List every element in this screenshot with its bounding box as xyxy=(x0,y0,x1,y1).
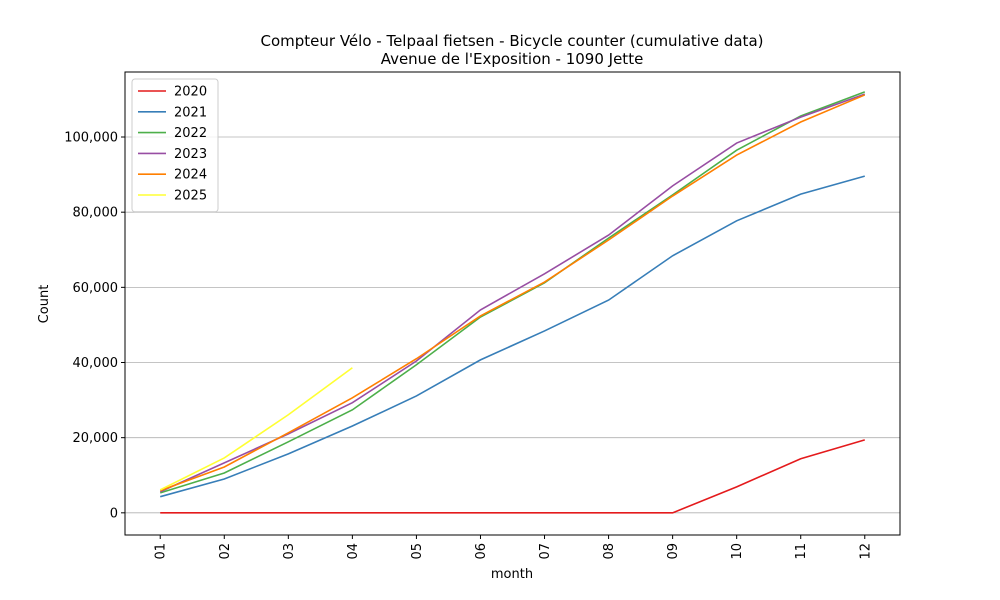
x-tick-label: 08 xyxy=(602,543,617,560)
x-tick-label: 03 xyxy=(282,543,297,560)
y-tick-label: 60,000 xyxy=(73,281,119,296)
chart-subtitle: Avenue de l'Exposition - 1090 Jette xyxy=(381,50,644,68)
x-tick-label: 06 xyxy=(474,543,489,560)
x-tick-label: 04 xyxy=(346,543,361,560)
y-tick-label: 100,000 xyxy=(64,131,118,146)
plot-frame xyxy=(124,71,901,536)
series-line xyxy=(159,93,866,493)
y-tick-label: 40,000 xyxy=(73,356,119,371)
y-axis-label: Count xyxy=(37,285,52,324)
chart-title: Compteur Vélo - Telpaal fietsen - Bicycl… xyxy=(261,32,764,50)
legend-label: 2022 xyxy=(174,126,207,141)
y-tick-label: 80,000 xyxy=(73,206,119,221)
legend-label: 2021 xyxy=(174,105,207,120)
x-tick-label: 05 xyxy=(410,543,425,560)
legend-label: 2025 xyxy=(174,189,207,204)
series-line xyxy=(159,367,353,491)
series-line xyxy=(159,91,866,494)
x-axis-label: month xyxy=(491,567,533,582)
x-tick-label: 11 xyxy=(794,543,809,560)
legend-label: 2024 xyxy=(174,168,207,183)
x-tick-label: 02 xyxy=(218,543,233,560)
series-line xyxy=(160,175,865,498)
x-tick-label: 12 xyxy=(858,543,873,560)
x-tick-label: 07 xyxy=(538,543,553,560)
series-line xyxy=(160,439,865,514)
legend-label: 2020 xyxy=(174,85,207,100)
x-tick-label: 10 xyxy=(730,543,745,560)
y-tick-label: 20,000 xyxy=(73,431,119,446)
y-tick-label: 0 xyxy=(110,506,118,521)
x-tick-label: 01 xyxy=(154,543,169,560)
series-line xyxy=(159,94,866,492)
legend-label: 2023 xyxy=(174,147,207,162)
x-tick-label: 09 xyxy=(666,543,681,560)
